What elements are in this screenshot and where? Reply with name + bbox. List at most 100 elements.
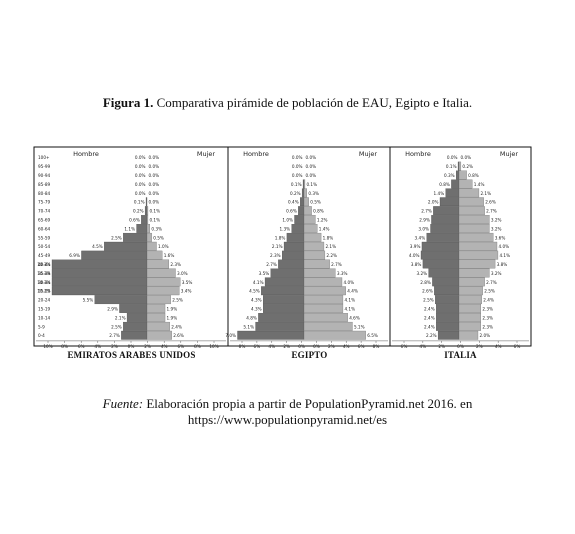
value-label-male: 0.0% [447,155,458,160]
bar-male [445,188,460,198]
bar-female [146,330,172,340]
bar-male [261,286,305,296]
bar-female [458,241,498,251]
bar-male [430,224,460,233]
value-label-female: 2.3% [482,315,493,320]
figure-frame [33,146,532,347]
bar-male [433,206,460,216]
age-group-label: 100+ [38,155,50,160]
value-label-female: 2.3% [170,262,181,267]
bar-male [283,241,305,251]
value-label-female: 2.7% [331,262,342,267]
header-mujer: Mujer [500,150,519,158]
value-label-female: 2.7% [486,209,497,214]
bar-male [51,286,148,296]
bar-female [146,277,181,287]
value-label-female: 0.0% [149,173,160,178]
x-tick-label: 0% [298,344,305,349]
bar-female [303,286,346,296]
bar-female [458,197,484,207]
value-label-male: 1.0% [282,218,293,223]
x-tick-label: 6% [401,344,408,349]
value-label-male: 4.0% [409,253,420,258]
value-label-female: 4.1% [344,298,355,303]
bar-male [94,295,148,305]
bar-female [458,224,490,233]
x-tick-label: 8% [194,344,201,349]
x-tick-label: 6% [78,344,85,349]
header-mujer: Mujer [197,150,216,158]
value-label-male: 0.4% [288,200,299,205]
bar-male [51,277,148,287]
value-label-female: 0.0% [149,164,160,169]
bar-male [435,295,460,305]
bar-male [104,241,148,251]
bar-male [432,277,460,287]
value-label-male: 2.2% [426,333,437,338]
age-group-label: 55-59 [38,235,51,240]
value-label-female: 5.1% [354,324,365,329]
bar-male [298,206,305,216]
x-tick-label: 4% [420,344,427,349]
bar-female [458,161,462,171]
age-group-label: 10-14 [38,315,51,320]
value-label-male: 7.0% [225,333,236,338]
value-label-female: 2.7% [486,280,497,285]
value-label-male: 4.3% [251,307,262,312]
value-label-male: 0.0% [135,191,146,196]
bar-male [436,321,460,331]
value-label-male: 5.5% [83,298,94,303]
bar-male [121,330,148,340]
value-label-female: 4.4% [347,289,358,294]
bar-male [437,330,460,340]
bar-female [303,259,330,269]
bar-female [458,170,467,180]
value-label-female: 2.4% [171,324,182,329]
value-label-male: 4.3% [251,298,262,303]
value-label-male: 0.0% [292,173,303,178]
bar-female [458,313,482,322]
value-label-male: 2.6% [422,289,433,294]
header-hombre: Hombre [405,150,431,158]
value-label-female: 0.0% [149,191,160,196]
bar-female [303,224,318,233]
bar-female [303,250,326,260]
bar-female [146,304,166,313]
x-tick-label: 6% [254,344,261,349]
bar-female [303,179,306,189]
value-label-female: 0.0% [306,155,317,160]
value-label-male: 2.1% [272,244,283,249]
x-tick-label: 2% [283,344,290,349]
value-label-male: 2.0% [428,200,439,205]
x-tick-label: 6% [514,344,521,349]
bar-female [458,268,490,278]
bar-male [431,215,460,224]
bar-female [303,215,316,224]
x-tick-label: 2% [438,344,445,349]
value-label-female: 0.0% [461,155,472,160]
value-label-male: 2.7% [421,209,432,214]
x-tick-label: 0% [313,344,320,349]
bar-male [145,197,148,207]
bar-male [451,179,460,189]
bar-male [81,250,148,260]
value-label-male: 4.5% [92,244,103,249]
value-label-female: 0.0% [306,164,317,169]
value-label-female: 2.3% [482,324,493,329]
value-label-female: 6.5% [367,333,378,338]
value-label-male: 10.3% [37,271,50,276]
value-label-male: 0.3% [444,173,455,178]
bar-female [146,215,149,224]
bar-female [303,277,343,287]
value-label-male: 0.0% [135,155,146,160]
bar-female [303,268,336,278]
bar-male [301,188,305,198]
x-tick-label: 0% [457,344,464,349]
value-label-female: 1.4% [319,226,330,231]
bar-female [303,304,344,313]
bar-female [458,215,490,224]
country-label-egypt: EGIPTO [291,350,328,360]
value-label-female: 3.2% [491,218,502,223]
value-label-female: 3.0% [177,271,188,276]
age-group-label: 60-64 [38,226,51,231]
